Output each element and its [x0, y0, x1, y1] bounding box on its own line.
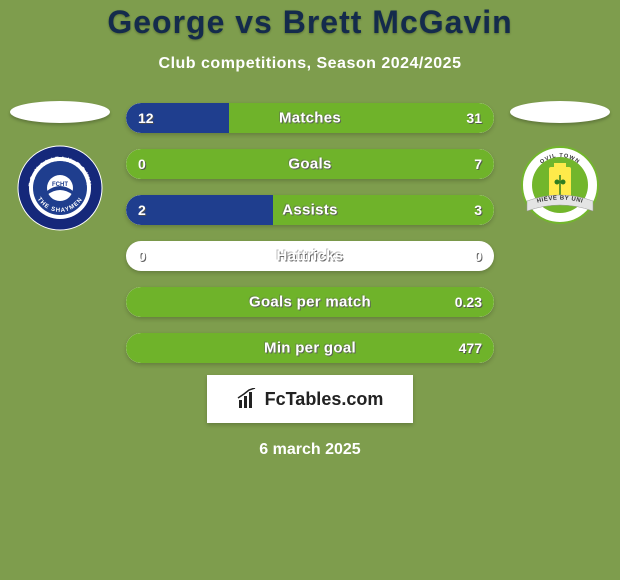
page-title: George vs Brett McGavin: [107, 4, 512, 41]
main: FCHT FC HALIFAX TOWN THE SHAYMEN Matches…: [0, 101, 620, 363]
stat-row: Matches 12 31: [126, 103, 494, 133]
stat-fill-left: [126, 195, 273, 225]
stat-label: Hattricks: [277, 248, 344, 265]
stat-label: Goals per match: [249, 294, 371, 311]
halifax-badge-icon: FCHT FC HALIFAX TOWN THE SHAYMEN: [17, 145, 103, 231]
stat-label: Min per goal: [264, 340, 356, 357]
yeovil-badge-icon: HIEVE BY UNI OVIL TOWN: [517, 145, 603, 231]
stat-value-left: 12: [138, 110, 154, 126]
stat-row: Goals 0 7: [126, 149, 494, 179]
stat-value-right: 0.23: [455, 294, 482, 310]
right-team-badge: HIEVE BY UNI OVIL TOWN: [517, 145, 603, 231]
date-text: 6 march 2025: [259, 441, 360, 459]
stat-value-right: 477: [459, 340, 482, 356]
stat-value-left: 0: [138, 156, 146, 172]
stat-row: Min per goal 477: [126, 333, 494, 363]
stat-row: Hattricks 0 0: [126, 241, 494, 271]
stat-value-right: 3: [474, 202, 482, 218]
stats-column: Matches1231Goals07Assists23Hattricks00Go…: [126, 101, 494, 363]
stat-value-left: 0: [138, 248, 146, 264]
stat-label: Goals: [288, 156, 331, 173]
subtitle: Club competitions, Season 2024/2025: [159, 55, 462, 73]
right-player-photo-placeholder: [510, 101, 610, 123]
brand-watermark: FcTables.com: [207, 375, 413, 423]
left-player-photo-placeholder: [10, 101, 110, 123]
stat-label: Matches: [279, 110, 341, 127]
right-side: HIEVE BY UNI OVIL TOWN: [508, 101, 612, 231]
stat-row: Goals per match 0.23: [126, 287, 494, 317]
brand-text: FcTables.com: [265, 389, 384, 410]
left-team-badge: FCHT FC HALIFAX TOWN THE SHAYMEN: [17, 145, 103, 231]
container: George vs Brett McGavin Club competition…: [0, 0, 620, 580]
stat-value-right: 7: [474, 156, 482, 172]
stat-row: Assists 2 3: [126, 195, 494, 225]
stat-value-right: 0: [474, 248, 482, 264]
stat-fill-right: [229, 103, 494, 133]
stat-label: Assists: [282, 202, 337, 219]
brand-chart-icon: [237, 388, 259, 410]
stat-value-left: 2: [138, 202, 146, 218]
stat-value-right: 31: [466, 110, 482, 126]
left-side: FCHT FC HALIFAX TOWN THE SHAYMEN: [8, 101, 112, 231]
